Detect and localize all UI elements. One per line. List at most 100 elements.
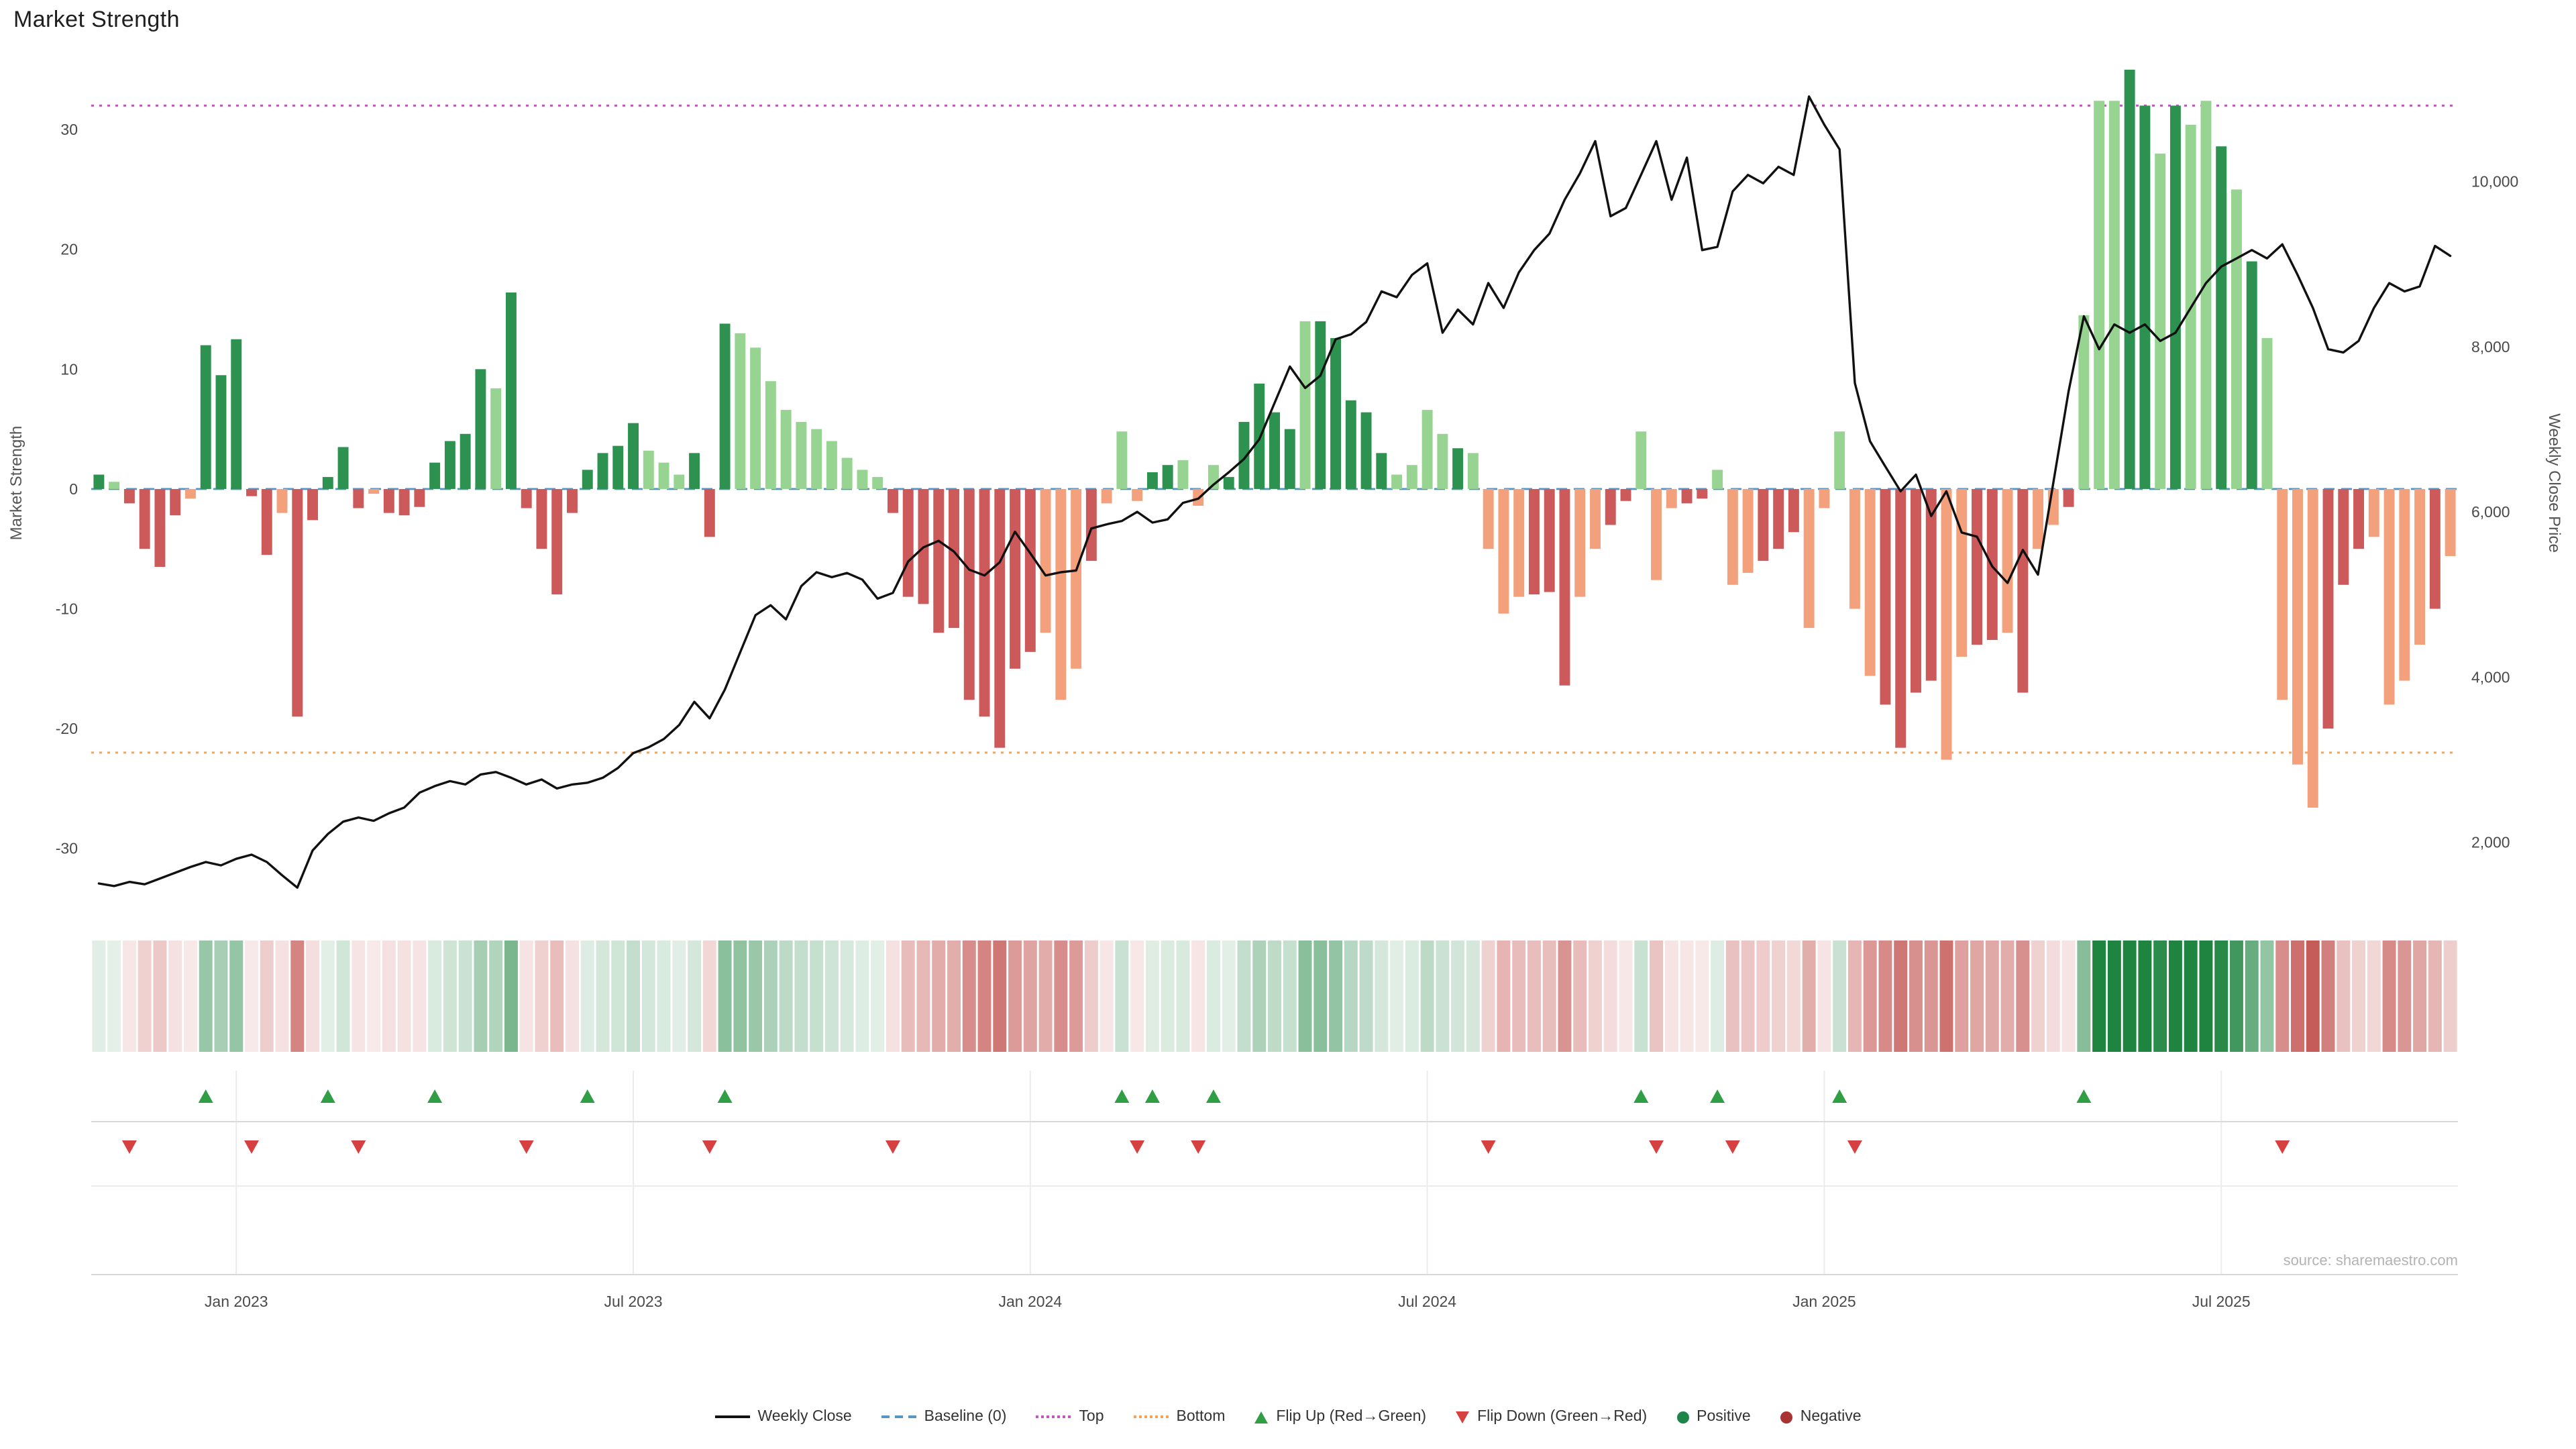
strength-bar	[2155, 153, 2166, 489]
heatmap-cell	[1451, 941, 1465, 1052]
strength-bar	[307, 488, 319, 521]
strength-bar	[1055, 488, 1067, 700]
heatmap-cell	[2382, 941, 2396, 1052]
heatmap-cell	[1145, 941, 1159, 1052]
heatmap-cell	[2107, 941, 2121, 1052]
heatmap-cell	[2138, 941, 2152, 1052]
heatmap-cell	[993, 941, 1007, 1052]
right-tick-label: 4,000	[2471, 668, 2510, 686]
heatmap-cell	[183, 941, 197, 1052]
flip-markers	[121, 1089, 2290, 1154]
heatmap-cell	[596, 941, 610, 1052]
strength-bar	[2429, 488, 2440, 609]
flip-up-marker	[1633, 1089, 1649, 1103]
heatmap-cell	[1038, 941, 1053, 1052]
strength-bar	[949, 488, 959, 629]
strength-bar	[1712, 470, 1723, 489]
heatmap-cell	[260, 941, 274, 1052]
strength-bar	[368, 488, 380, 494]
strength-bar	[2292, 488, 2303, 765]
strength-bar	[2445, 488, 2456, 556]
strength-bar	[1972, 488, 1982, 645]
legend-label: Positive	[1697, 1409, 1751, 1425]
heatmap-cell	[2077, 941, 2091, 1052]
heatmap-cell	[1237, 941, 1251, 1052]
heatmap-cell	[2168, 941, 2182, 1052]
heatmap-cell	[122, 941, 136, 1052]
strength-bar	[2002, 488, 2013, 633]
heatmap-cell	[1786, 941, 1801, 1052]
strength-bar	[1146, 472, 1158, 489]
heatmap-cell	[1603, 941, 1617, 1052]
heatmap-cell	[458, 941, 472, 1052]
heatmap-cell	[1206, 941, 1220, 1052]
heatmap-cell	[92, 941, 106, 1052]
strength-bar	[1299, 321, 1311, 489]
heatmap-cell	[1634, 941, 1648, 1052]
strength-bar	[1651, 488, 1662, 580]
heatmap-cell	[1481, 941, 1495, 1052]
flip-up-marker	[1144, 1089, 1160, 1103]
strength-bar	[719, 323, 731, 489]
strength-bar	[2169, 105, 2181, 489]
strength-bar	[536, 488, 547, 549]
strength-bar	[979, 488, 990, 717]
heatmap-cell	[2337, 941, 2351, 1052]
strength-bar	[1956, 488, 1968, 657]
strength-bar	[2017, 488, 2029, 693]
heatmap-cell	[2275, 941, 2290, 1052]
strength-bar	[1880, 488, 1891, 705]
heatmap-cell	[443, 941, 457, 1052]
legend-label: Flip Down (Green→Red)	[1477, 1409, 1648, 1425]
strength-bar	[1528, 488, 1540, 595]
left-tick-label: -10	[56, 600, 78, 618]
heatmap-cell	[382, 941, 396, 1052]
heatmap-cell	[2229, 941, 2243, 1052]
strength-bar	[2353, 488, 2365, 549]
heatmap-cell	[1894, 941, 1908, 1052]
heatmap-cell	[1176, 941, 1190, 1052]
flip-up-marker	[1832, 1089, 1847, 1103]
flip-down-marker	[885, 1140, 900, 1154]
legend-label: Baseline (0)	[924, 1409, 1007, 1425]
heatmap-cell	[627, 941, 641, 1052]
strength-bar	[1116, 431, 1128, 489]
heatmap-cell	[566, 941, 579, 1052]
source-text: source: sharemaestro.com	[2283, 1253, 2458, 1269]
x-tick-label: Jan 2023	[205, 1293, 268, 1310]
strength-bar	[231, 339, 242, 489]
heatmap-cell	[2184, 941, 2198, 1052]
strength-bar	[109, 482, 120, 489]
heatmap-cell	[794, 941, 808, 1052]
heatmap-cell	[2199, 941, 2213, 1052]
strength-bar	[735, 333, 746, 489]
strength-bar	[872, 477, 883, 489]
strength-bar	[261, 488, 272, 555]
right-tick-label: 10,000	[2471, 173, 2518, 191]
heatmap-cell	[1573, 941, 1587, 1052]
strength-bar	[1391, 474, 1403, 489]
strength-bar	[337, 447, 349, 489]
heatmap-cell	[733, 941, 747, 1052]
heatmap-cell	[1970, 941, 1984, 1052]
heatmap-cell	[1802, 941, 1816, 1052]
heatmap-cell	[1589, 941, 1602, 1052]
heatmap-cell	[1833, 941, 1847, 1052]
strength-bar	[1040, 488, 1051, 633]
strength-bar	[2338, 488, 2349, 585]
heatmap-cell	[550, 941, 564, 1052]
heatmap-cell	[580, 941, 594, 1052]
heatmap-cell	[916, 941, 930, 1052]
strength-bar	[2383, 488, 2395, 705]
strength-bar	[902, 488, 914, 597]
strength-bar	[398, 488, 410, 516]
strength-bar	[139, 488, 150, 549]
strength-bar	[383, 488, 394, 513]
heatmap-cell	[1863, 941, 1877, 1052]
strength-bar	[2139, 105, 2151, 489]
heatmap-cell	[1099, 941, 1114, 1052]
strength-bar	[933, 488, 945, 633]
heatmap-cell	[611, 941, 625, 1052]
strength-bar	[1360, 412, 1372, 489]
flip-down-marker	[2275, 1140, 2290, 1154]
